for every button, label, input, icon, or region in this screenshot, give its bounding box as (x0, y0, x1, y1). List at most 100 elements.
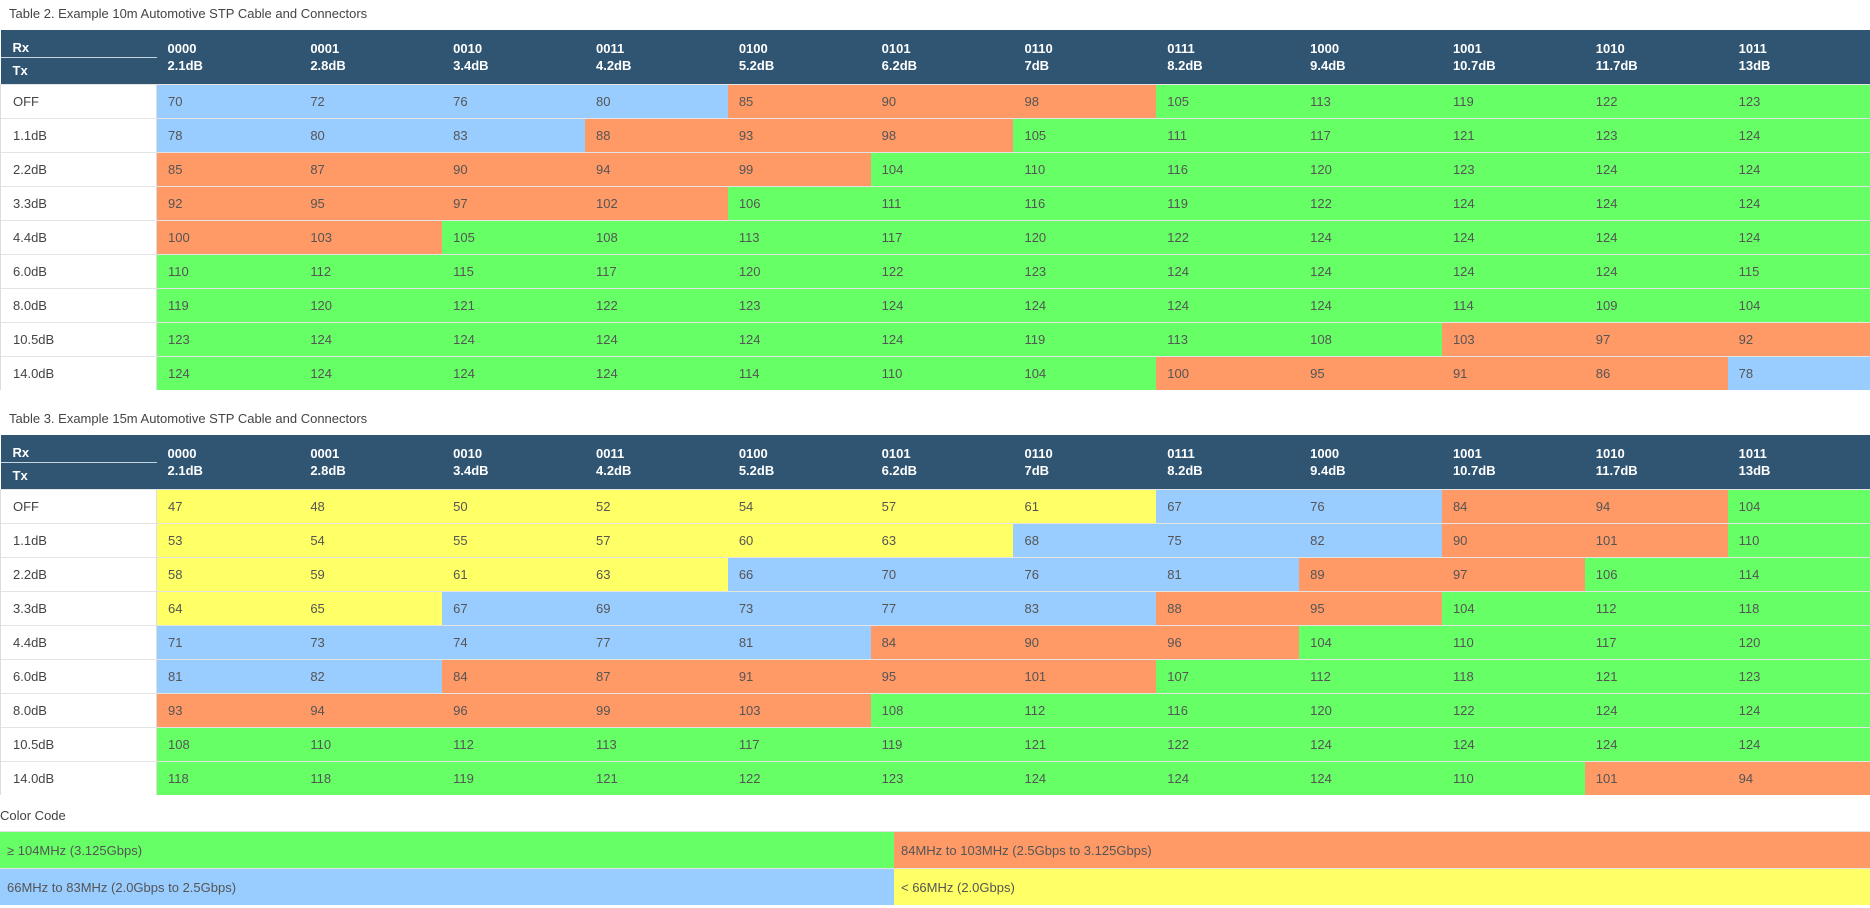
column-header: 0000 2.1dB (156, 30, 300, 84)
table-cell: 90 (870, 84, 1014, 118)
column-db: 3.4dB (453, 462, 489, 478)
table-cell: 120 (727, 254, 871, 288)
table-cell: 99 (584, 693, 728, 727)
table-cell: 104 (1299, 625, 1442, 659)
column-code: 0010 (453, 445, 483, 461)
column-code: 0101 (881, 40, 911, 56)
table-cell: 97 (442, 186, 585, 220)
table-cell: 110 (156, 254, 300, 288)
table-cell: 119 (870, 727, 1014, 761)
table-cell: 72 (299, 84, 443, 118)
column-code: 0011 (595, 445, 625, 461)
column-db: 6.2dB (881, 462, 918, 478)
column-header: 0010 3.4dB (442, 435, 585, 489)
row-header-tx: 14.0dB (0, 761, 157, 795)
table-cell: 67 (1156, 489, 1300, 523)
table-cell: 117 (870, 220, 1014, 254)
table-cell: 118 (156, 761, 300, 795)
table-cell: 114 (1441, 288, 1585, 322)
table-cell: 103 (727, 693, 871, 727)
table-cell: 64 (156, 591, 300, 625)
table-cell: 94 (1727, 761, 1870, 795)
table-cell: 117 (584, 254, 728, 288)
table-row: 10.5dB 123 124 124 124 124 124 119 113 108 103 97 92 (0, 322, 1870, 356)
table-cell: 70 (156, 84, 300, 118)
table-cell: 70 (870, 557, 1014, 591)
column-header: 0011 4.2dB (584, 30, 728, 84)
table-cell: 57 (584, 523, 728, 557)
column-header: 1000 9.4dB (1299, 30, 1442, 84)
table-caption: Table 3. Example 15m Automotive STP Cabl… (9, 411, 368, 426)
column-code: 0110 (1024, 445, 1053, 461)
column-code: 0100 (738, 40, 768, 56)
table-cell: 89 (1299, 557, 1442, 591)
table-cell: 118 (299, 761, 443, 795)
column-code: 1011 (1738, 445, 1767, 461)
table-cell: 124 (1156, 761, 1300, 795)
table-row: 6.0dB 81 82 84 87 91 95 101 107 112 118 121 123 (0, 659, 1870, 693)
column-header: 0111 8.2dB (1156, 30, 1300, 84)
table-cell: 124 (1299, 254, 1442, 288)
table-cell: 123 (1727, 84, 1870, 118)
column-db: 11.7dB (1595, 57, 1638, 73)
table-cell: 95 (299, 186, 443, 220)
row-header-tx: 1.1dB (0, 523, 157, 557)
table-cell: 84 (870, 625, 1014, 659)
table-cell: 118 (1727, 591, 1870, 625)
table-cell: 114 (727, 356, 871, 390)
table-cell: 95 (1299, 356, 1442, 390)
column-code: 0110 (1024, 40, 1053, 56)
table-cell: 60 (727, 523, 871, 557)
column-db: 10.7dB (1452, 462, 1496, 478)
table-cell: 87 (299, 152, 443, 186)
table-cell: 122 (1584, 84, 1728, 118)
table-caption: Table 2. Example 10m Automotive STP Cabl… (9, 6, 368, 21)
table-row: 8.0dB 119 120 121 122 123 124 124 124 124 114 109 10… (0, 288, 1870, 322)
table-cell: 122 (1156, 727, 1300, 761)
table-cell: 122 (584, 288, 728, 322)
table-cell: 95 (870, 659, 1014, 693)
table-cell: 106 (1584, 557, 1728, 591)
table-cell: 97 (1441, 557, 1585, 591)
table-cell: 122 (727, 761, 871, 795)
table-cell: 120 (1727, 625, 1870, 659)
table-cell: 63 (870, 523, 1014, 557)
row-header-tx: 2.2dB (0, 557, 157, 591)
column-header: 1011 13dB (1727, 435, 1870, 489)
table-cell: 88 (584, 118, 728, 152)
column-code: 1000 (1310, 445, 1340, 461)
table-row: 2.2dB 85 87 90 94 99 104 110 116 120 123 124 124 (0, 152, 1870, 186)
table-cell: 123 (1013, 254, 1157, 288)
column-db: 2.1dB (167, 462, 203, 478)
column-code: 0011 (595, 40, 625, 56)
column-header: 0000 2.1dB (156, 435, 300, 489)
row-header-tx: 3.3dB (0, 591, 157, 625)
table-cell: 124 (1584, 254, 1728, 288)
table-cell: 124 (1299, 288, 1442, 322)
table-cell: 111 (870, 186, 1014, 220)
table-cell: 105 (1156, 84, 1300, 118)
table-cell: 124 (1584, 220, 1728, 254)
table-cell: 91 (1441, 356, 1585, 390)
table-cell: 48 (299, 489, 443, 523)
table-cell: 50 (442, 489, 585, 523)
table-cell: 115 (1727, 254, 1870, 288)
table-cell: 116 (1156, 693, 1300, 727)
table-cell: 82 (299, 659, 443, 693)
column-code: 0010 (453, 40, 483, 56)
column-db: 13dB (1738, 57, 1771, 73)
table-cell: 102 (584, 186, 728, 220)
table-cell: 100 (1156, 356, 1300, 390)
column-header: 0110 7dB (1013, 30, 1157, 84)
color-legend: ≥ 104MHz (3.125Gbps) 84MHz to 103MHz (2.5… (0, 831, 1870, 905)
legend-item: ≥ 104MHz (3.125Gbps) (0, 831, 894, 869)
table-cell: 77 (870, 591, 1014, 625)
rx-axis-label: Rx (0, 435, 157, 463)
table-cell: 112 (1584, 591, 1728, 625)
table-cell: 119 (1441, 84, 1585, 118)
table-cell: 122 (1441, 693, 1585, 727)
table-cell: 69 (584, 591, 728, 625)
table-cell: 113 (1299, 84, 1442, 118)
table-cell: 120 (1299, 693, 1442, 727)
table-cell: 122 (870, 254, 1014, 288)
